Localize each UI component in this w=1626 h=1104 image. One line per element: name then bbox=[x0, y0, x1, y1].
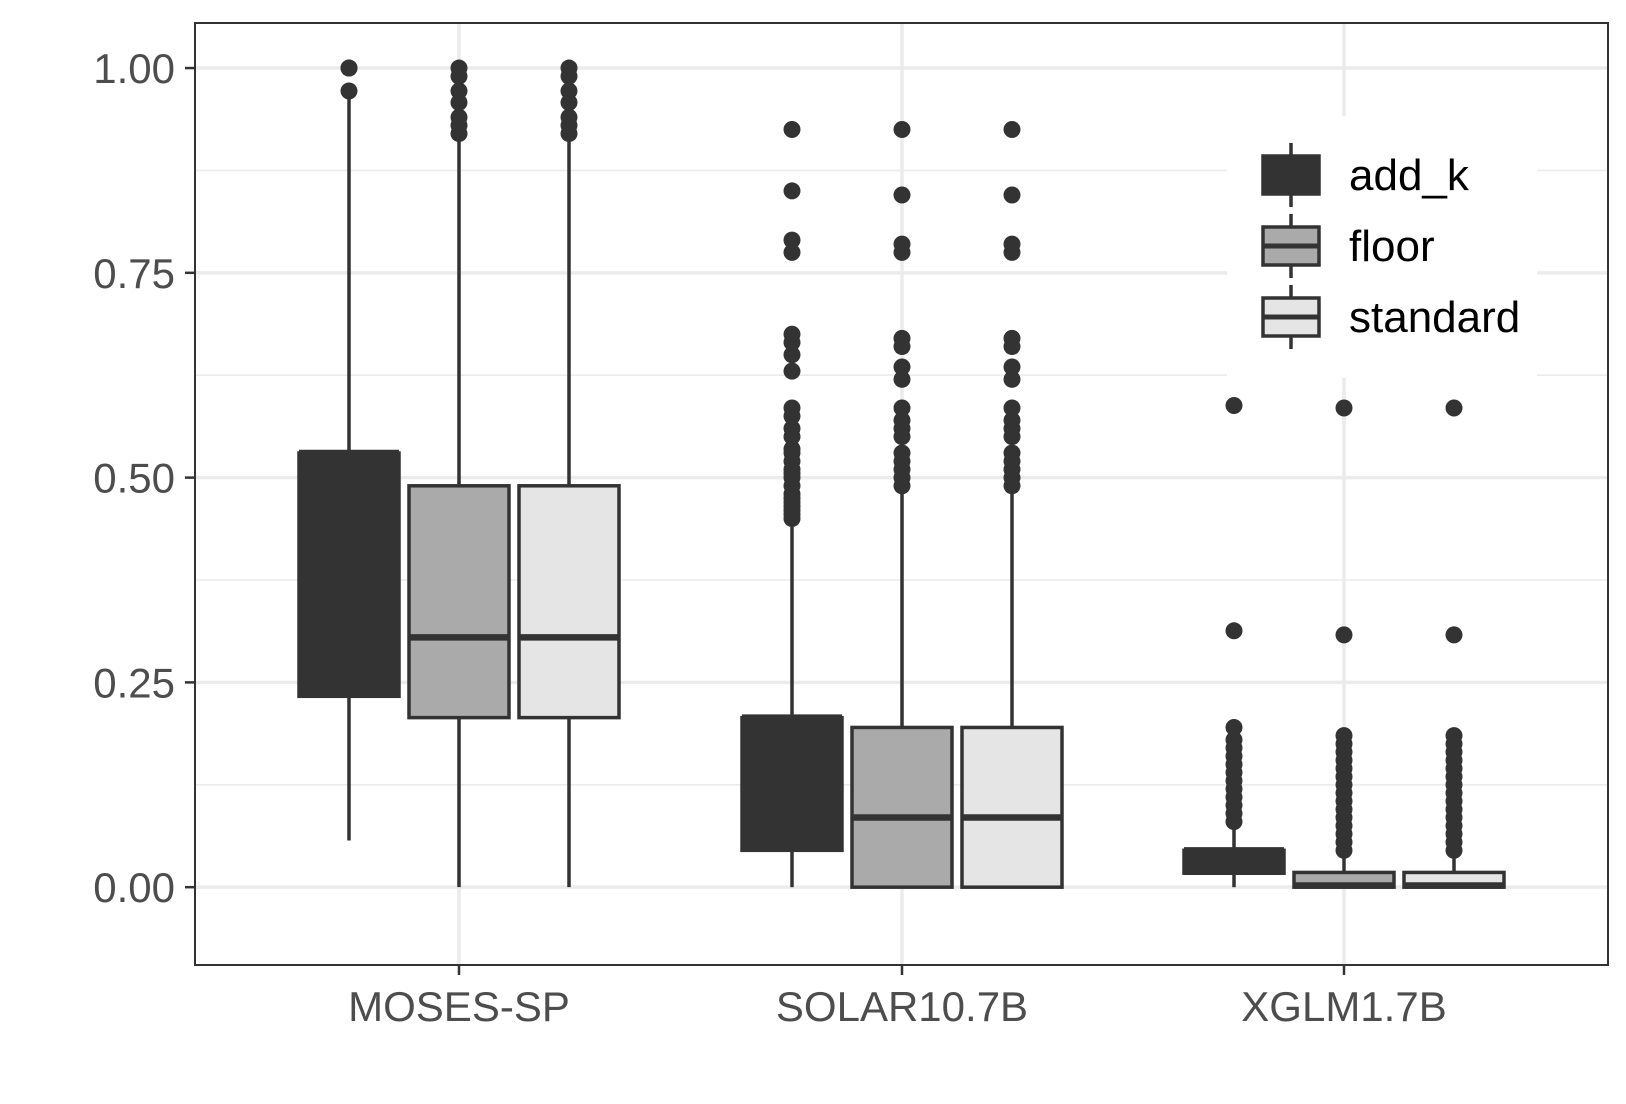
box-body bbox=[1182, 848, 1286, 876]
outlier-point bbox=[450, 82, 468, 100]
outlier-point bbox=[450, 59, 468, 77]
outlier-point bbox=[560, 59, 578, 77]
outlier-point bbox=[340, 59, 358, 77]
outlier-point bbox=[893, 444, 911, 462]
box-body bbox=[517, 484, 621, 720]
outlier-point bbox=[893, 399, 911, 417]
box-standard-1 bbox=[960, 120, 1064, 889]
box-add_k-0 bbox=[297, 59, 401, 841]
outlier-point bbox=[560, 82, 578, 100]
y-tick-label: 0.00 bbox=[93, 864, 175, 911]
box-standard-0 bbox=[517, 59, 621, 888]
legend-label: add_k bbox=[1349, 151, 1470, 200]
y-tick-label: 0.25 bbox=[93, 659, 175, 706]
outlier-point bbox=[893, 329, 911, 347]
y-tick-label: 0.75 bbox=[93, 250, 175, 297]
legend-item-standard: standard bbox=[1261, 285, 1520, 349]
legend-label: floor bbox=[1349, 222, 1435, 271]
outlier-point bbox=[1003, 358, 1021, 376]
box-body bbox=[850, 725, 954, 889]
box-floor-2 bbox=[1292, 399, 1396, 889]
box-add_k-2 bbox=[1182, 397, 1286, 888]
outlier-point bbox=[783, 120, 801, 138]
outlier-point bbox=[1225, 622, 1243, 640]
outlier-point bbox=[783, 362, 801, 380]
outlier-point bbox=[783, 231, 801, 249]
box-add_k-1 bbox=[740, 120, 844, 888]
box-floor-0 bbox=[407, 59, 511, 888]
outlier-point bbox=[1003, 235, 1021, 253]
outlier-point bbox=[783, 399, 801, 417]
outlier-point bbox=[1003, 411, 1021, 429]
outlier-point bbox=[1225, 718, 1243, 736]
box-standard-2 bbox=[1402, 399, 1506, 889]
outlier-point bbox=[560, 108, 578, 126]
outlier-point bbox=[893, 370, 911, 388]
outlier-point bbox=[1003, 444, 1021, 462]
outlier-point bbox=[1445, 727, 1463, 745]
outlier-point bbox=[783, 182, 801, 200]
outlier-point bbox=[893, 411, 911, 429]
outlier-point bbox=[340, 82, 358, 100]
outlier-point bbox=[1003, 120, 1021, 138]
outlier-point bbox=[893, 186, 911, 204]
axes: 0.00 0.25 0.50 0.75 1.00 MOSES-SP SOLAR10.7B XG… bbox=[93, 22, 1609, 1030]
outlier-point bbox=[893, 358, 911, 376]
y-tick-label: 0.50 bbox=[93, 455, 175, 502]
outlier-point bbox=[783, 325, 801, 343]
legend-label: standard bbox=[1349, 293, 1520, 342]
box-body bbox=[407, 484, 511, 720]
x-tick-label: XGLM1.7B bbox=[1241, 983, 1446, 1030]
outlier-point bbox=[893, 235, 911, 253]
outlier-point bbox=[1225, 397, 1243, 415]
outlier-point bbox=[893, 120, 911, 138]
box-body bbox=[960, 725, 1064, 889]
outlier-point bbox=[783, 419, 801, 437]
outlier-point bbox=[1335, 727, 1353, 745]
outlier-point bbox=[1445, 399, 1463, 417]
box-body bbox=[740, 715, 844, 853]
y-tick-label: 1.00 bbox=[93, 45, 175, 92]
x-tick-label: SOLAR10.7B bbox=[776, 983, 1028, 1030]
outlier-point bbox=[1335, 399, 1353, 417]
outlier-point bbox=[1225, 731, 1243, 749]
outlier-point bbox=[783, 440, 801, 458]
box-floor-1 bbox=[850, 120, 954, 889]
outlier-point bbox=[1335, 626, 1353, 644]
x-tick-label: MOSES-SP bbox=[348, 983, 570, 1030]
outlier-point bbox=[1003, 329, 1021, 347]
outlier-point bbox=[450, 108, 468, 126]
box-layer bbox=[297, 59, 1506, 889]
outlier-point bbox=[783, 346, 801, 364]
outlier-point bbox=[1003, 370, 1021, 388]
legend-item-add_k: add_k bbox=[1261, 143, 1470, 207]
outlier-point bbox=[1003, 399, 1021, 417]
outlier-point bbox=[783, 243, 801, 261]
legend-item-floor: floor bbox=[1261, 214, 1435, 278]
outlier-point bbox=[1445, 626, 1463, 644]
box-body bbox=[297, 451, 401, 699]
outlier-point bbox=[1003, 186, 1021, 204]
